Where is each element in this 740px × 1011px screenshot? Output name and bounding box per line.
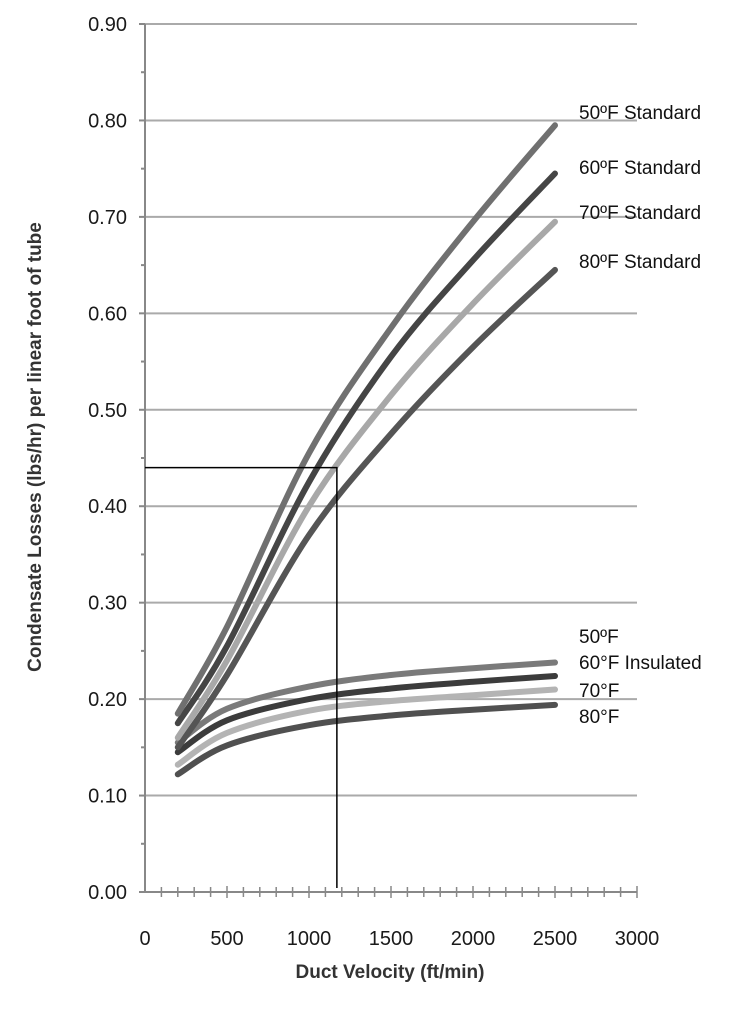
y-tick-label: 0.80 xyxy=(88,110,127,132)
series-label: 80°F xyxy=(579,707,619,728)
x-tick-label: 2500 xyxy=(533,928,578,950)
series-label: 50ºF Standard xyxy=(579,103,701,124)
series-line xyxy=(174,701,558,778)
x-tick-label: 1500 xyxy=(369,928,414,950)
x-tick-label: 1000 xyxy=(287,928,332,950)
series-label: 80ºF Standard xyxy=(579,252,701,273)
y-tick-label: 0.00 xyxy=(88,882,127,904)
y-tick-label: 0.60 xyxy=(88,303,127,325)
series-label: 50ºF xyxy=(579,627,619,648)
series-label: 60ºF Standard xyxy=(579,158,701,179)
series-line xyxy=(174,659,558,746)
series-line xyxy=(174,673,558,756)
x-tick-label: 3000 xyxy=(615,928,660,950)
series-line xyxy=(174,266,558,751)
series-label: 70ºF Standard xyxy=(579,203,701,224)
y-tick-label: 0.10 xyxy=(88,786,127,808)
x-tick-label: 2000 xyxy=(451,928,496,950)
y-tick-label: 0.70 xyxy=(88,207,127,229)
series-label: 70°F xyxy=(579,681,619,702)
series-line xyxy=(174,686,558,768)
reference-line xyxy=(145,466,338,888)
series-label: 60°F Insulated xyxy=(579,653,702,674)
y-tick-label: 0.30 xyxy=(88,593,127,615)
y-axis-title: Condensate Losses (lbs/hr) per linear fo… xyxy=(25,222,46,672)
series-line xyxy=(174,170,558,727)
tick-labels: 0.00 0.10 0.20 0.30 0.40 0.50 0.60 0.70 0.80 0.90… xyxy=(88,14,659,950)
y-tick-label: 0.40 xyxy=(88,496,127,518)
y-tick-label: 0.90 xyxy=(88,14,127,36)
grid-lines xyxy=(145,23,637,797)
x-axis-title: Duct Velocity (ft/min) xyxy=(296,962,485,983)
x-tick-label: 0 xyxy=(139,928,150,950)
series-labels: 50ºF Standard 60ºF Standard 70ºF Standard 8… xyxy=(579,103,702,728)
reference-lines xyxy=(145,466,338,888)
series-lines xyxy=(174,122,558,778)
tick-marks xyxy=(139,23,638,898)
x-tick-label: 500 xyxy=(210,928,243,950)
y-tick-label: 0.20 xyxy=(88,689,127,711)
series-line xyxy=(174,218,558,741)
axes xyxy=(144,24,637,893)
y-tick-label: 0.50 xyxy=(88,400,127,422)
series-line xyxy=(174,122,558,717)
